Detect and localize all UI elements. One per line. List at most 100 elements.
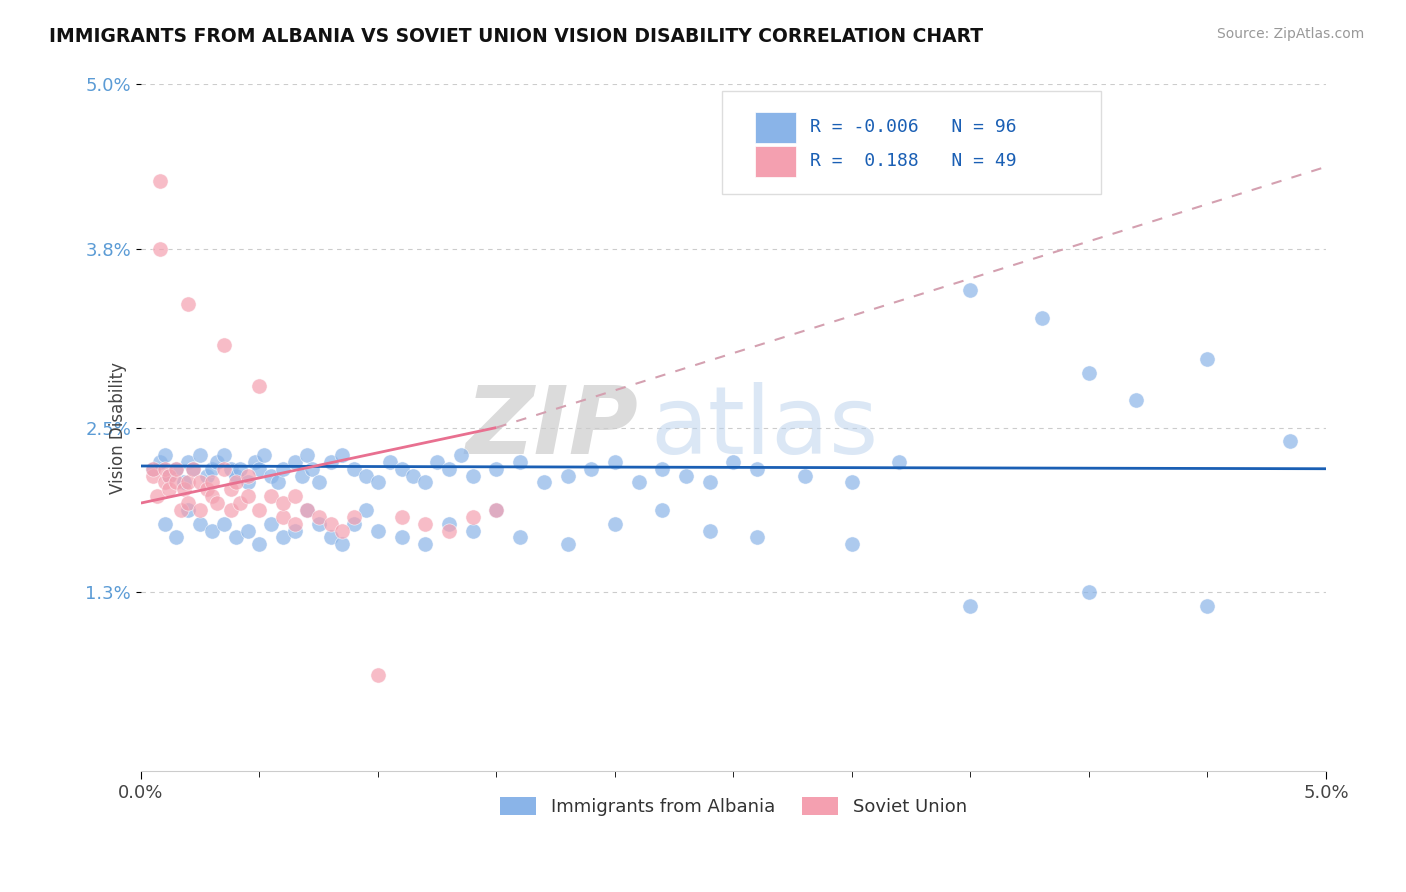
Point [260,489,283,503]
Point [651,461,673,475]
Point [415,537,437,551]
Point [260,468,283,483]
Point [157,483,180,497]
Point [841,537,863,551]
Point [485,461,508,475]
Point [157,468,180,483]
Point [415,516,437,531]
Point [149,242,172,256]
Point [1197,351,1219,366]
Point [332,537,354,551]
Point [402,468,425,483]
Point [367,667,389,681]
Point [205,455,228,469]
Point [557,468,579,483]
Point [367,524,389,538]
Point [354,468,377,483]
Point [1197,599,1219,613]
Point [177,475,200,490]
Point [271,461,294,475]
Point [295,448,318,462]
Point [1031,310,1053,325]
Point [308,475,330,490]
Point [581,461,603,475]
Point [959,283,981,297]
Point [149,173,172,187]
Point [236,524,259,538]
Point [426,455,449,469]
Point [260,516,283,531]
Point [195,483,218,497]
Point [378,455,401,469]
Point [889,455,911,469]
Y-axis label: Vision Disability: Vision Disability [110,361,127,493]
Point [391,509,413,524]
Point [603,455,626,469]
Point [249,537,271,551]
Point [271,530,294,544]
Point [509,530,531,544]
Point [153,448,176,462]
Point [188,516,211,531]
Point [253,448,276,462]
Point [343,461,366,475]
Point [699,475,721,490]
Point [450,448,472,462]
Point [201,524,224,538]
Point [699,524,721,538]
Point [188,448,211,462]
Point [173,475,195,490]
Point [165,530,187,544]
Point [437,516,460,531]
Point [332,524,354,538]
Text: IMMIGRANTS FROM ALBANIA VS SOVIET UNION VISION DISABILITY CORRELATION CHART: IMMIGRANTS FROM ALBANIA VS SOVIET UNION … [49,27,983,45]
Point [271,509,294,524]
Point [165,461,187,475]
Point [319,530,342,544]
Point [236,489,259,503]
Point [173,483,195,497]
Point [437,461,460,475]
Point [165,475,187,490]
Point [195,468,218,483]
Point [142,468,165,483]
Point [793,468,815,483]
Point [295,503,318,517]
Point [188,503,211,517]
Point [219,461,242,475]
Point [146,489,169,503]
Point [603,516,626,531]
Point [308,516,330,531]
Legend: Immigrants from Albania, Soviet Union: Immigrants from Albania, Soviet Union [494,789,974,823]
Point [170,503,193,517]
Point [343,509,366,524]
Point [461,524,484,538]
Point [229,496,252,510]
Point [461,509,484,524]
Text: Source: ZipAtlas.com: Source: ZipAtlas.com [1216,27,1364,41]
Point [177,297,200,311]
Text: ZIP: ZIP [465,382,638,474]
Point [165,461,187,475]
Point [249,461,271,475]
Point [391,461,413,475]
Point [675,468,697,483]
Point [249,379,271,393]
Point [225,475,247,490]
FancyBboxPatch shape [721,91,1101,194]
Point [1279,434,1302,449]
Point [301,461,323,475]
Point [723,455,745,469]
Point [284,489,307,503]
Text: R = -0.006   N = 96: R = -0.006 N = 96 [810,118,1017,136]
Bar [755,146,796,178]
Point [391,530,413,544]
Point [291,468,314,483]
Point [284,516,307,531]
Point [212,516,235,531]
Point [319,516,342,531]
Point [243,455,266,469]
Point [485,503,508,517]
Point [485,503,508,517]
Point [212,461,235,475]
